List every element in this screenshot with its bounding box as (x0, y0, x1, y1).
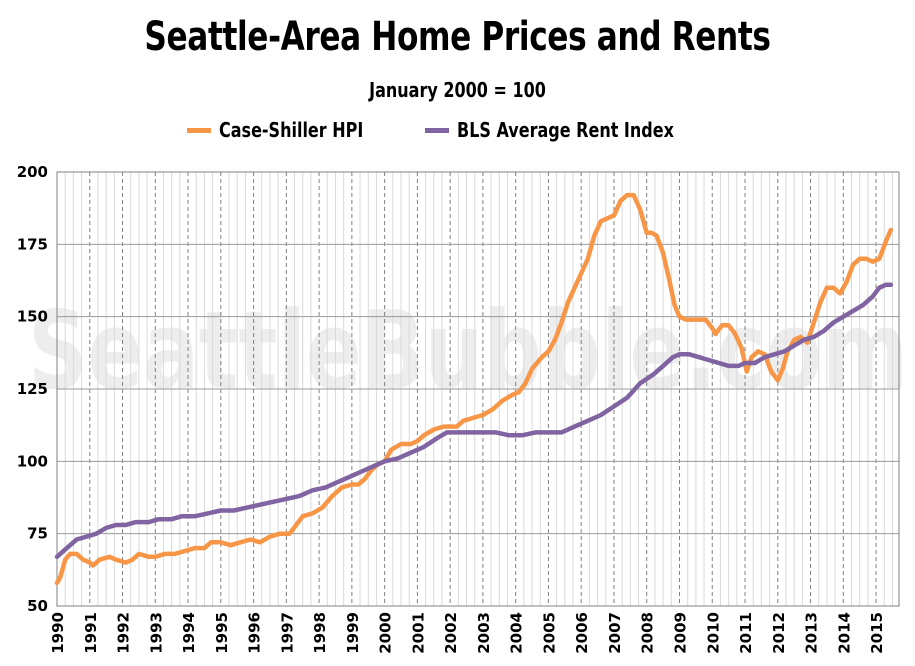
x-tick-label: 2008 (639, 612, 657, 654)
x-tick-label: 1998 (311, 612, 329, 654)
legend-item-rent: BLS Average Rent Index (425, 118, 728, 142)
hpi-series-line (54, 192, 894, 586)
x-tick-label: 2001 (409, 612, 427, 654)
legend-swatch-hpi (186, 127, 211, 133)
x-tick-label: 2014 (835, 612, 853, 654)
plot-frame (56, 171, 900, 607)
x-tick-label: 1990 (49, 612, 67, 654)
x-tick-label: 2006 (573, 612, 591, 654)
x-tick-label: 2013 (803, 612, 821, 654)
x-tick-label: 1999 (344, 612, 362, 654)
x-tick-label: 1994 (180, 612, 198, 654)
x-tick-label: 2004 (508, 612, 526, 654)
chart-legend: Case-Shiller HPI BLS Average Rent Index (0, 118, 915, 142)
x-tick-label: 2012 (770, 612, 788, 654)
x-tick-label: 1993 (147, 612, 165, 654)
legend-swatch-rent (425, 127, 450, 133)
x-tick-label: 2011 (737, 612, 755, 654)
y-tick-label: 75 (27, 525, 48, 543)
x-tick-label: 2010 (704, 612, 722, 654)
x-tick-label: 1992 (115, 612, 133, 654)
y-tick-label: 200 (17, 163, 48, 181)
x-tick-label: 2007 (606, 612, 624, 654)
x-tick-label: 1995 (213, 612, 231, 654)
x-tick-label: 1996 (246, 612, 264, 654)
legend-label-rent: BLS Average Rent Index (457, 118, 675, 142)
chart-subtitle: January 2000 = 100 (369, 78, 546, 102)
chart-title: Seattle-Area Home Prices and Rents (144, 14, 771, 60)
y-tick-label: 50 (27, 597, 48, 615)
y-tick-label: 100 (17, 452, 48, 470)
legend-label-hpi: Case-Shiller HPI (218, 118, 364, 142)
x-tick-label: 1997 (278, 612, 296, 654)
legend-item-hpi: Case-Shiller HPI (186, 118, 399, 142)
x-tick-label: 1991 (82, 612, 100, 654)
x-tick-label: 2002 (442, 612, 460, 654)
x-tick-label: 2015 (868, 612, 886, 654)
x-tick-label: 2005 (540, 612, 558, 654)
y-tick-label: 175 (17, 235, 48, 253)
x-tick-label: 2009 (671, 612, 689, 654)
y-tick-label: 125 (17, 380, 48, 398)
y-tick-label: 150 (17, 308, 48, 326)
rent-series-line (54, 282, 894, 560)
x-tick-label: 2000 (377, 612, 395, 654)
watermark-text: SeattleBubble.com (28, 289, 908, 414)
x-tick-label: 2003 (475, 612, 493, 654)
